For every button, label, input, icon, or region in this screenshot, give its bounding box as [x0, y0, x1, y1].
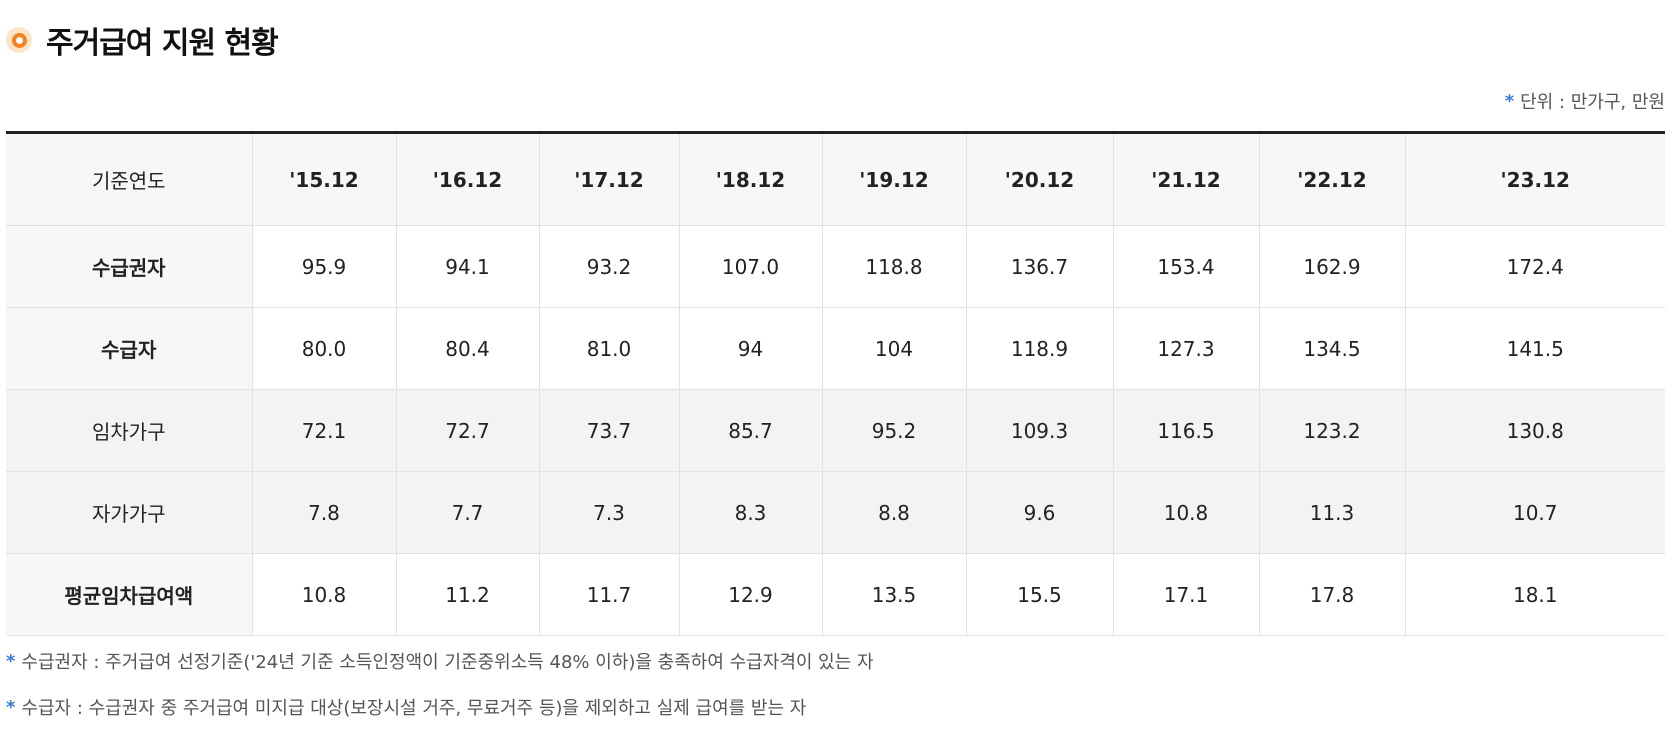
table-cell: 134.5: [1258, 307, 1406, 390]
table-cell: 95.9: [251, 225, 397, 308]
year-header: '21.12: [1112, 132, 1260, 226]
table-cell: 80.0: [251, 307, 397, 390]
table-cell: 7.8: [251, 471, 397, 554]
row-label: 자가가구: [6, 471, 253, 554]
row-label: 임차가구: [6, 389, 253, 472]
table-row-renters: 임차가구 72.1 72.7 73.7 85.7 95.2 109.3 116.…: [6, 389, 1665, 472]
table-cell: 118.8: [821, 225, 967, 308]
table-row-recipients: 수급자 80.0 80.4 81.0 94 104 118.9 127.3 13…: [6, 307, 1665, 390]
footnote-eligible: * 수급권자 : 주거급여 선정기준('24년 기준 소득인정액이 기준중위소득…: [6, 648, 874, 674]
year-header: '22.12: [1258, 132, 1406, 226]
row-label: 평균임차급여액: [6, 553, 253, 636]
table-cell: 10.8: [1112, 471, 1260, 554]
table-cell: 127.3: [1112, 307, 1260, 390]
table-cell: 116.5: [1112, 389, 1260, 472]
table-cell: 72.7: [395, 389, 540, 472]
table-cell: 11.3: [1258, 471, 1406, 554]
year-header: '16.12: [395, 132, 540, 226]
bullet-circle-icon: [6, 27, 32, 53]
unit-text: 단위 : 만가구, 만원: [1520, 92, 1665, 113]
table-cell: 153.4: [1112, 225, 1260, 308]
asterisk-icon: *: [6, 696, 16, 718]
table-cell: 118.9: [965, 307, 1114, 390]
table-cell: 136.7: [965, 225, 1114, 308]
table-cell: 18.1: [1404, 553, 1665, 636]
asterisk-icon: *: [1504, 90, 1515, 112]
table-cell: 8.3: [678, 471, 823, 554]
table-cell: 15.5: [965, 553, 1114, 636]
table-cell: 94.1: [395, 225, 540, 308]
table-cell: 12.9: [678, 553, 823, 636]
title-block: 주거급여 지원 현황: [6, 18, 279, 62]
table-cell: 10.7: [1404, 471, 1665, 554]
year-header: '17.12: [538, 132, 680, 226]
header-row: 기준연도 '15.12 '16.12 '17.12 '18.12 '19.12 …: [6, 132, 1665, 226]
footnote-text: 수급권자 : 주거급여 선정기준('24년 기준 소득인정액이 기준중위소득 4…: [21, 652, 874, 673]
table-row-avg-rent-benefit: 평균임차급여액 10.8 11.2 11.7 12.9 13.5 15.5 17…: [6, 553, 1665, 636]
table-cell: 80.4: [395, 307, 540, 390]
year-header: '20.12: [965, 132, 1114, 226]
table-cell: 141.5: [1404, 307, 1665, 390]
data-table-container: 기준연도 '15.12 '16.12 '17.12 '18.12 '19.12 …: [6, 131, 1665, 636]
unit-note: * 단위 : 만가구, 만원: [1505, 88, 1665, 114]
table-cell: 72.1: [251, 389, 397, 472]
year-header: '18.12: [678, 132, 823, 226]
table-cell: 17.8: [1258, 553, 1406, 636]
table-cell: 7.3: [538, 471, 680, 554]
table-cell: 10.8: [251, 553, 397, 636]
year-header: '19.12: [821, 132, 967, 226]
footnote-recipient: * 수급자 : 수급권자 중 주거급여 미지급 대상(보장시설 거주, 무료거주…: [6, 694, 874, 720]
housing-benefit-table: 기준연도 '15.12 '16.12 '17.12 '18.12 '19.12 …: [6, 131, 1665, 636]
table-cell: 130.8: [1404, 389, 1665, 472]
footnote-text: 수급자 : 수급권자 중 주거급여 미지급 대상(보장시설 거주, 무료거주 등…: [21, 698, 807, 719]
table-cell: 85.7: [678, 389, 823, 472]
table-cell: 162.9: [1258, 225, 1406, 308]
table-cell: 11.7: [538, 553, 680, 636]
table-row-owners: 자가가구 7.8 7.7 7.3 8.3 8.8 9.6 10.8 11.3 1…: [6, 471, 1665, 554]
table-cell: 9.6: [965, 471, 1114, 554]
table-cell: 107.0: [678, 225, 823, 308]
page-title: 주거급여 지원 현황: [46, 26, 279, 61]
table-cell: 81.0: [538, 307, 680, 390]
row-label: 수급권자: [6, 225, 253, 308]
header-label: 기준연도: [6, 132, 253, 226]
table-cell: 93.2: [538, 225, 680, 308]
table-cell: 172.4: [1404, 225, 1665, 308]
footnotes: * 수급권자 : 주거급여 선정기준('24년 기준 소득인정액이 기준중위소득…: [6, 648, 874, 740]
table-cell: 95.2: [821, 389, 967, 472]
table-cell: 73.7: [538, 389, 680, 472]
table-cell: 7.7: [395, 471, 540, 554]
year-header: '15.12: [251, 132, 397, 226]
asterisk-icon: *: [6, 650, 16, 672]
table-cell: 11.2: [395, 553, 540, 636]
table-row-eligible: 수급권자 95.9 94.1 93.2 107.0 118.8 136.7 15…: [6, 225, 1665, 308]
row-label: 수급자: [6, 307, 253, 390]
year-header: '23.12: [1404, 132, 1665, 226]
table-cell: 109.3: [965, 389, 1114, 472]
table-cell: 17.1: [1112, 553, 1260, 636]
table-cell: 94: [678, 307, 823, 390]
table-cell: 8.8: [821, 471, 967, 554]
table-cell: 123.2: [1258, 389, 1406, 472]
table-cell: 13.5: [821, 553, 967, 636]
table-cell: 104: [821, 307, 967, 390]
